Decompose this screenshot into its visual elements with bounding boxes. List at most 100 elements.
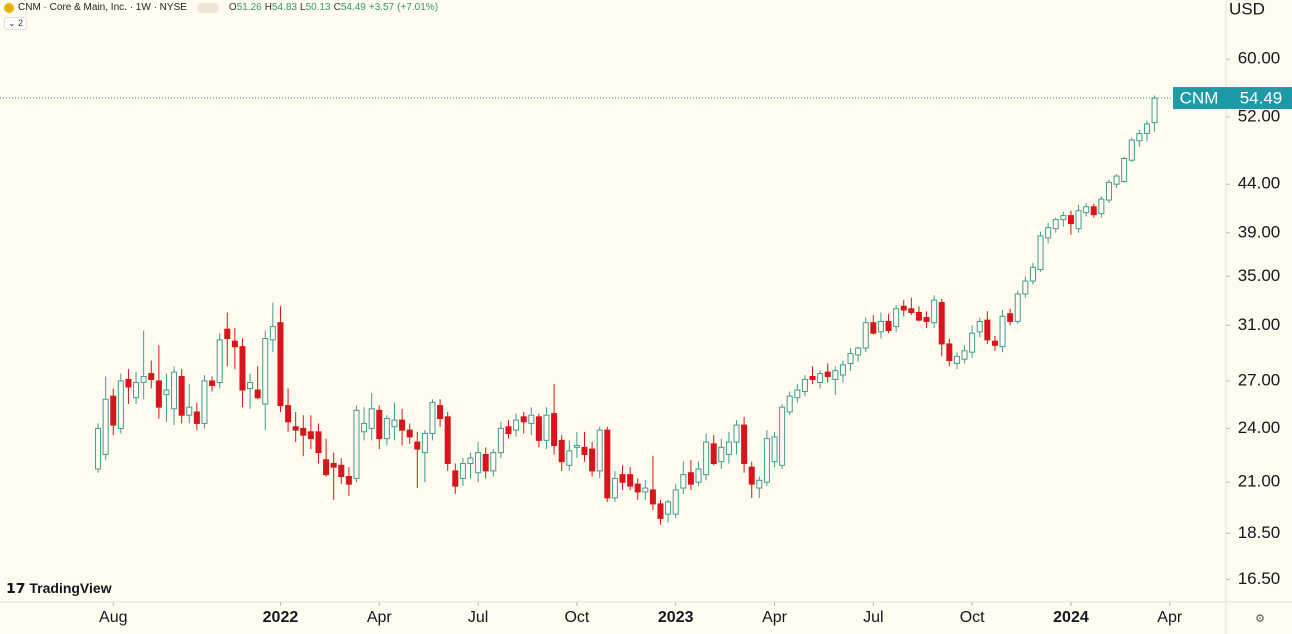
candle-body [984, 319, 991, 341]
ohlc-value: 51.26 [236, 2, 262, 13]
candle-body [459, 462, 466, 479]
candle-body [444, 416, 451, 464]
candle-body [361, 422, 368, 433]
x-tick-label: Jul [468, 609, 488, 626]
candle-body [376, 409, 383, 440]
candle-body [209, 380, 216, 386]
candle-body [855, 347, 862, 356]
x-tick-label: 2022 [263, 609, 299, 626]
candle-body [915, 312, 922, 321]
symbol-icon [4, 2, 14, 13]
ohlc: O51.26 H54.83 L50.13 C54.49 +3.57 (+7.01%) [229, 2, 441, 13]
symbol-title[interactable]: CNM · Core & Main, Inc. · 1W · NYSE [18, 2, 187, 13]
candle-body [528, 414, 535, 424]
candle-body [938, 302, 945, 345]
candle-body [102, 398, 109, 455]
candle-body [338, 464, 345, 478]
x-tick-label: Aug [99, 609, 127, 626]
candle-body [1045, 227, 1052, 239]
candle-body [976, 320, 983, 333]
candle-body [718, 446, 725, 463]
y-tick-label: 27.00 [1238, 370, 1281, 389]
candle-body [733, 424, 740, 443]
candle-body [277, 322, 284, 407]
brand-name: TradingView [29, 580, 112, 596]
candle-body [1098, 198, 1105, 215]
candle-body [368, 408, 375, 429]
symbol-tag-label: CNM [1180, 89, 1219, 108]
badge[interactable] [196, 2, 219, 13]
candle-body [680, 474, 687, 489]
candles [95, 95, 1158, 525]
collapse-button[interactable]: ⌄ 2 [4, 17, 28, 30]
candle-body [741, 424, 748, 464]
candle-body [809, 376, 816, 380]
candle-body [953, 355, 960, 364]
x-tick-label: Oct [960, 609, 985, 626]
candle-body [893, 308, 900, 328]
candle-body [1105, 181, 1112, 201]
candle-body [672, 489, 679, 515]
candle-body [1143, 123, 1150, 134]
candle-body [1075, 210, 1082, 230]
candle-body [908, 308, 915, 314]
candle-body [383, 417, 390, 440]
candle-body [231, 340, 238, 348]
candle-body [756, 479, 763, 489]
candle-body [551, 413, 558, 447]
candle-body [148, 373, 155, 380]
candle-body [611, 477, 618, 499]
candle-body [269, 326, 276, 341]
candle-body [703, 441, 710, 476]
candle-body [771, 436, 778, 463]
candle-body [999, 315, 1006, 348]
candle-body [1121, 157, 1128, 182]
candle-body [330, 462, 337, 468]
candle-body [748, 466, 755, 485]
change: +3.57 [368, 2, 395, 13]
currency[interactable]: USD [1229, 0, 1265, 18]
x-tick-label: 2024 [1053, 609, 1089, 626]
last-price-label: 54.49 [1240, 89, 1283, 108]
candle-body [437, 405, 444, 419]
ohlc-label: O [228, 2, 237, 13]
candle-body [566, 450, 573, 466]
candle-body [513, 419, 520, 431]
candle-body [300, 427, 307, 436]
candle-body [254, 389, 261, 399]
candle-body [817, 373, 824, 383]
candle-body [634, 483, 641, 493]
candle-body [1151, 97, 1158, 124]
candle-body [482, 453, 489, 472]
settings-icon[interactable]: ⚙ [1255, 613, 1265, 625]
candle-body [847, 353, 854, 364]
candle-body [399, 419, 406, 431]
candle-body [832, 370, 839, 380]
brand-logo[interactable]: 𝟭𝟳 TradingView [6, 580, 112, 596]
candle-body [95, 427, 102, 470]
candle-body [923, 317, 930, 322]
y-tick-label: 44.00 [1238, 174, 1281, 193]
candle-body [1052, 219, 1059, 230]
candle-body [862, 322, 869, 349]
candle-body [1090, 206, 1097, 216]
candle-body [140, 376, 147, 383]
candle-body [642, 487, 649, 493]
y-tick-label: 60.00 [1238, 49, 1281, 68]
candle-body [589, 448, 596, 472]
candle-body [969, 332, 976, 353]
candle-body [216, 339, 223, 383]
legend-header: CNM · Core & Main, Inc. · 1W · NYSE O51.… [4, 2, 441, 13]
x-tick-label: Oct [564, 609, 589, 626]
candle-body [596, 429, 603, 472]
candle-body [391, 419, 398, 428]
candle-body [604, 429, 611, 499]
candle-body [239, 346, 246, 391]
candle-body [505, 426, 512, 434]
candle-body [163, 389, 170, 396]
candle-body [1014, 293, 1021, 322]
candle-body [710, 443, 717, 464]
candle-body [870, 322, 877, 334]
candle-body [247, 381, 254, 389]
candle-body [665, 501, 672, 515]
